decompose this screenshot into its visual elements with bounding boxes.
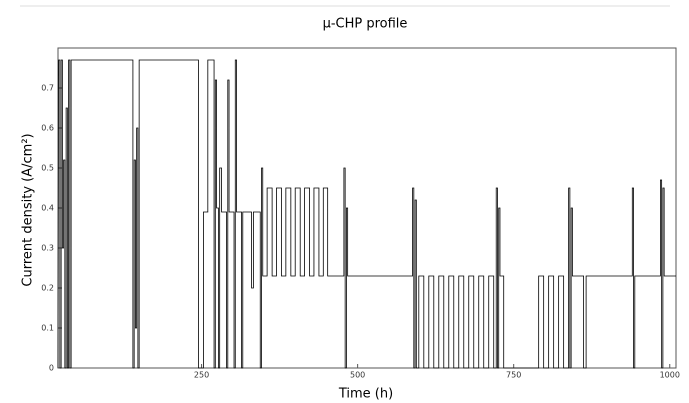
x-tick-label: 750 — [506, 371, 521, 380]
y-axis-label: Current density (A/cm²) — [21, 133, 36, 286]
y-tick-label: 0.4 — [41, 204, 54, 213]
y-tick-label: 0.5 — [41, 164, 54, 173]
x-tick-label: 500 — [350, 371, 365, 380]
chart-title: µ-CHP profile — [323, 17, 408, 32]
x-axis-label: Time (h) — [338, 387, 393, 402]
y-tick-label: 0.6 — [41, 124, 54, 133]
data-line — [57, 59, 676, 369]
y-tick-label: 0 — [49, 364, 54, 373]
y-tick-label: 0.7 — [41, 84, 54, 93]
x-tick-label: 1000 — [660, 371, 680, 380]
y-tick-label: 0.1 — [41, 324, 54, 333]
x-tick-label: 250 — [194, 371, 209, 380]
y-tick-label: 0.3 — [41, 244, 54, 253]
y-tick-label: 0.2 — [41, 284, 54, 293]
